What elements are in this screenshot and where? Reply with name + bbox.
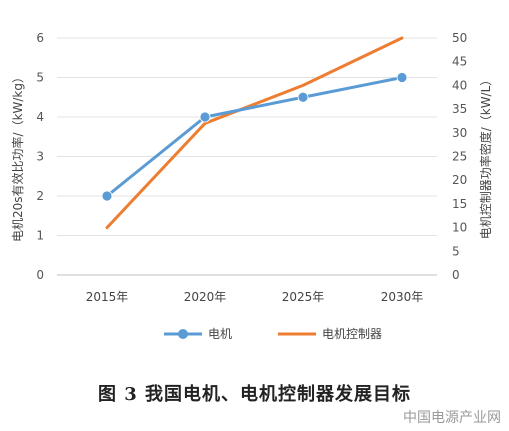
left-tick-label: 1 xyxy=(36,229,44,243)
left-axis-label: 电机20s有效比功率/（kW/kg） xyxy=(10,71,25,242)
legend-label: 电机控制器 xyxy=(322,327,382,341)
series-line-motor xyxy=(105,76,404,198)
right-tick-label: 25 xyxy=(452,150,467,164)
left-tick-label: 5 xyxy=(36,71,44,85)
x-tick-label: 2015年 xyxy=(86,290,129,304)
right-tick-label: 35 xyxy=(452,102,467,116)
right-tick-label: 5 xyxy=(452,244,460,258)
legend-label: 电机 xyxy=(208,327,232,341)
data-point xyxy=(101,190,113,202)
left-tick-label: 0 xyxy=(36,268,44,282)
data-point xyxy=(199,111,211,123)
figure-caption: 图 3 我国电机、电机控制器发展目标 xyxy=(97,384,412,405)
right-tick-label: 45 xyxy=(452,55,467,69)
left-axis-ticks: 0 1 2 3 4 5 6 xyxy=(36,31,44,282)
right-tick-label: 20 xyxy=(452,173,467,187)
left-tick-label: 6 xyxy=(36,31,44,45)
series-layer xyxy=(101,36,408,230)
watermark: 中国电源产业网 xyxy=(403,410,501,426)
right-axis-ticks: 0 5 10 15 20 25 30 35 40 45 50 xyxy=(452,31,467,282)
right-tick-label: 40 xyxy=(452,78,467,92)
x-tick-label: 2030年 xyxy=(381,290,424,304)
legend: 电机 电机控制器 xyxy=(164,327,382,341)
data-point xyxy=(396,72,408,83)
grid-lines xyxy=(57,37,437,276)
right-tick-label: 15 xyxy=(452,197,467,211)
left-tick-label: 4 xyxy=(36,110,44,124)
right-tick-label: 10 xyxy=(452,221,467,235)
legend-swatch-marker xyxy=(178,329,188,339)
right-tick-label: 50 xyxy=(452,31,467,45)
left-tick-label: 3 xyxy=(36,150,44,164)
left-tick-label: 2 xyxy=(36,189,44,203)
data-point xyxy=(297,91,309,103)
right-axis-label: 电机控制器功率密度/（kW/L） xyxy=(478,74,493,240)
right-tick-label: 30 xyxy=(452,126,467,140)
x-tick-label: 2020年 xyxy=(184,290,227,304)
series-line-controller xyxy=(105,36,404,230)
x-axis-ticks: 2015年 2020年 2025年 2030年 xyxy=(86,290,424,304)
x-tick-label: 2025年 xyxy=(282,290,325,304)
right-tick-label: 0 xyxy=(452,268,460,282)
